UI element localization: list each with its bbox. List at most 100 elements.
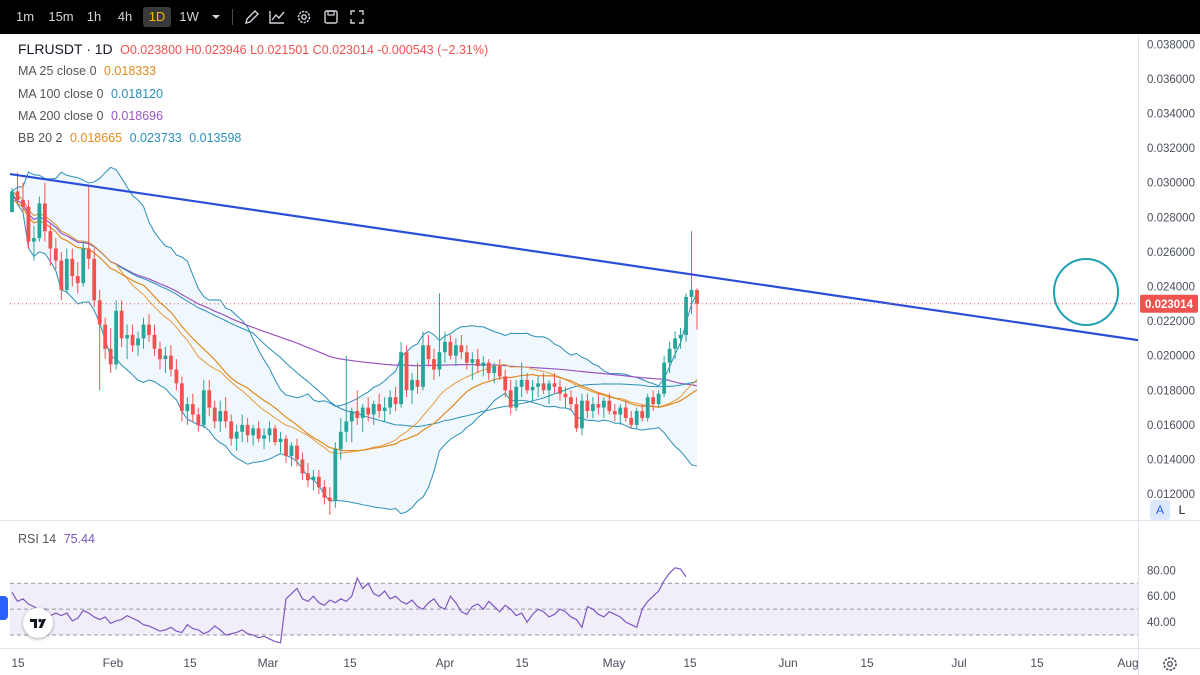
candle-body (590, 404, 595, 412)
candle-body (432, 359, 436, 370)
candle-body (207, 390, 212, 408)
candle-body (278, 438, 283, 443)
candle-body (612, 411, 617, 415)
candle-body (618, 407, 623, 415)
candle-body (251, 428, 256, 436)
rsi-label: RSI 14 (18, 532, 57, 546)
candle-body (623, 407, 628, 418)
bb-legend[interactable]: BB 20 2 0.018665 0.023733 0.013598 (18, 131, 245, 145)
candle-body (201, 390, 206, 425)
candle-body (338, 431, 343, 450)
candle-body (212, 407, 217, 422)
tradingview-logo[interactable] (23, 608, 53, 638)
price-tick-label: 0.024000 (1147, 282, 1195, 294)
price-tick-label: 0.032000 (1147, 143, 1195, 155)
interval-1w[interactable]: 1W (179, 9, 199, 24)
ma200-value: 0.018696 (110, 109, 164, 123)
ma200-label: MA 200 close 0 (18, 109, 104, 123)
candle-body (92, 258, 97, 301)
candle-body (15, 191, 20, 201)
ma200-legend[interactable]: MA 200 close 0 0.018696 (18, 109, 167, 123)
price-tick-label: 0.034000 (1147, 109, 1195, 121)
candle-body (486, 362, 491, 373)
candle-body (273, 428, 277, 443)
candle-body (421, 345, 425, 387)
candle-body (81, 248, 86, 284)
time-tick-label: 15 (1030, 656, 1044, 670)
candle-body (108, 348, 113, 365)
candle-body (678, 334, 683, 339)
time-tick-label: 15 (343, 656, 357, 670)
fullscreen-icon[interactable] (348, 8, 366, 26)
candle-body (563, 393, 568, 398)
gear-icon[interactable] (295, 8, 313, 26)
candle-body (519, 379, 524, 387)
settings-gear-icon[interactable] (1163, 657, 1177, 671)
candle-body (169, 355, 173, 370)
price-axis-divider (1138, 34, 1139, 675)
pencil-icon[interactable] (243, 8, 261, 26)
candle-body (196, 414, 201, 425)
rsi-legend[interactable]: RSI 14 75.44 (18, 532, 99, 546)
interval-4h[interactable]: 4h (117, 9, 133, 24)
candle-body (306, 473, 310, 481)
price-chart[interactable]: 0.038000 0.036000 0.034000 0.032000 0.030000… (0, 34, 1200, 675)
candle-body (667, 348, 672, 363)
interval-1m[interactable]: 1m (15, 9, 35, 24)
time-tick-label: 15 (515, 656, 529, 670)
price-tick-label: 0.036000 (1147, 74, 1195, 86)
candle-body (530, 386, 535, 391)
candle-body (580, 400, 584, 429)
candle-body (508, 390, 513, 408)
ma100-line (11, 190, 698, 428)
candle-body (234, 431, 239, 439)
candle-body (536, 383, 540, 387)
candle-body (437, 352, 442, 370)
candle-body (42, 203, 47, 232)
ma25-legend[interactable]: MA 25 close 0 0.018333 (18, 64, 160, 78)
interval-15m[interactable]: 15m (48, 9, 74, 24)
ma100-legend[interactable]: MA 100 close 0 0.018120 (18, 87, 167, 101)
rsi-tick-label: 60.00 (1147, 591, 1176, 603)
side-panel-handle[interactable] (0, 596, 8, 620)
candle-body (695, 289, 699, 304)
candle-body (130, 334, 135, 346)
log-scale-button[interactable]: L (1178, 503, 1186, 517)
candle-body (558, 386, 562, 394)
time-tick-label: Jul (951, 656, 966, 670)
candle-body (114, 310, 119, 365)
price-tick-label: 0.012000 (1147, 489, 1195, 501)
save-icon[interactable] (322, 8, 340, 26)
candle-body (322, 487, 327, 498)
candle-body (645, 397, 650, 418)
highlight-circle (1053, 258, 1119, 326)
time-tick-label: 15 (183, 656, 197, 670)
descending-trendline (9, 173, 1139, 342)
interval-1d[interactable]: 1D (143, 7, 171, 27)
candle-body (59, 260, 64, 290)
candle-body (574, 404, 579, 429)
price-tick-label: 0.026000 (1147, 247, 1195, 259)
candle-body (601, 400, 606, 408)
price-tick-label: 0.028000 (1147, 212, 1195, 224)
auto-scale-button[interactable]: A (1150, 500, 1170, 520)
candle-body (256, 428, 261, 439)
interval-1h[interactable]: 1h (86, 9, 102, 24)
time-tick-label: Aug (1117, 656, 1138, 670)
bb-basis-value: 0.018665 (69, 131, 123, 145)
candle-body (399, 352, 403, 405)
ma100-value: 0.018120 (110, 87, 164, 101)
last-price-tag-label: 0.023014 (1145, 299, 1194, 311)
candle-body (179, 383, 184, 412)
price-tick-label: 0.018000 (1147, 385, 1195, 397)
candle-body (163, 355, 168, 360)
time-tick-label: Feb (103, 656, 124, 670)
candle-body (53, 248, 58, 261)
line-chart-icon[interactable] (268, 8, 286, 26)
ohlc-values: O0.023800 H0.023946 L0.021501 C0.023014 … (120, 43, 489, 57)
candle-body (240, 424, 245, 432)
candle-body (404, 352, 409, 391)
chevron-down-icon[interactable] (207, 8, 225, 26)
last-price-tag (1140, 294, 1198, 313)
candle-body (629, 417, 634, 425)
